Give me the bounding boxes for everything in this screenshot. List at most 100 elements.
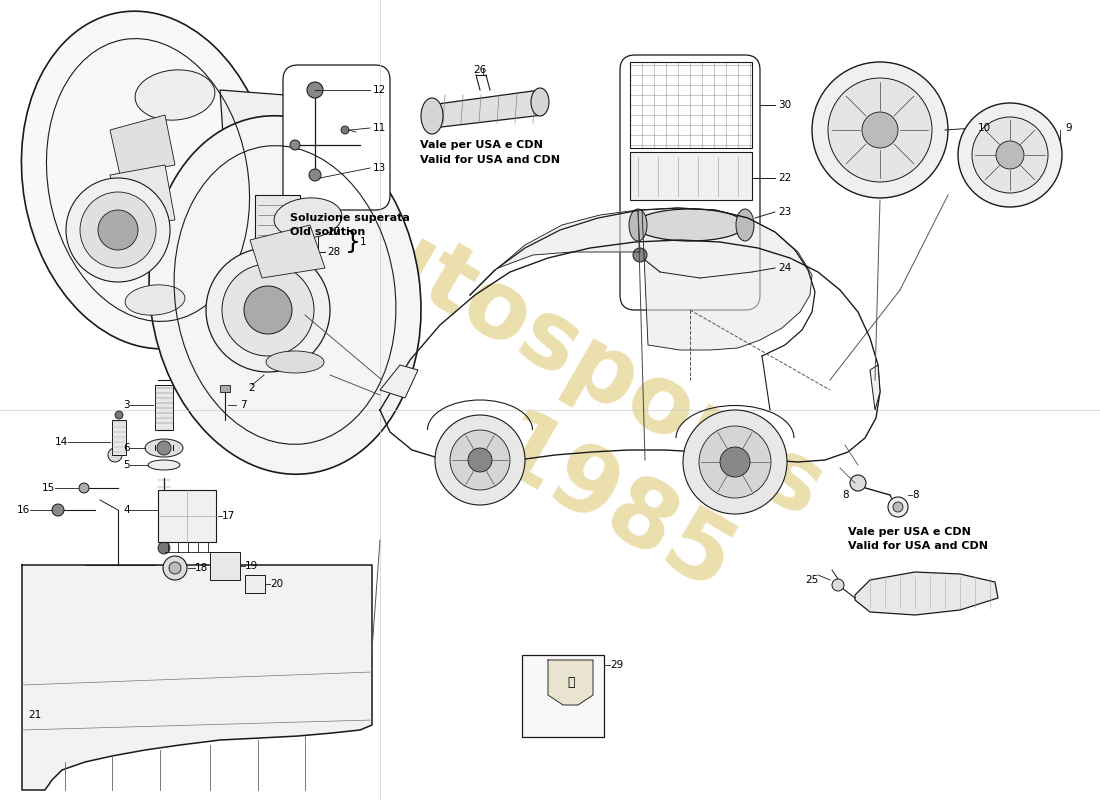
Bar xyxy=(210,552,240,580)
Text: 24: 24 xyxy=(778,263,791,273)
Text: 29: 29 xyxy=(610,660,624,670)
Ellipse shape xyxy=(148,116,421,474)
Text: 28: 28 xyxy=(327,247,340,257)
Polygon shape xyxy=(250,225,324,278)
Ellipse shape xyxy=(148,460,180,470)
Text: 12: 12 xyxy=(373,85,386,95)
Text: Vale per USA e CDN: Vale per USA e CDN xyxy=(848,527,971,537)
Text: 8: 8 xyxy=(842,490,848,500)
Text: 22: 22 xyxy=(778,173,791,183)
Bar xyxy=(158,490,216,542)
Circle shape xyxy=(108,448,122,462)
Text: 5: 5 xyxy=(123,460,130,470)
Text: 11: 11 xyxy=(373,123,386,133)
Text: 16: 16 xyxy=(16,505,30,515)
Text: 2: 2 xyxy=(248,383,254,393)
Text: 3: 3 xyxy=(123,400,130,410)
Circle shape xyxy=(98,210,138,250)
Circle shape xyxy=(812,62,948,198)
Text: 18: 18 xyxy=(195,563,208,573)
Circle shape xyxy=(116,411,123,419)
Text: 23: 23 xyxy=(778,207,791,217)
Ellipse shape xyxy=(21,11,275,349)
Bar xyxy=(245,575,265,593)
Text: Vale per USA e CDN: Vale per USA e CDN xyxy=(420,140,543,150)
Circle shape xyxy=(862,112,898,148)
Text: autosports
       1985: autosports 1985 xyxy=(240,170,839,630)
Text: 10: 10 xyxy=(978,123,991,133)
FancyBboxPatch shape xyxy=(283,65,390,210)
Ellipse shape xyxy=(531,88,549,116)
Circle shape xyxy=(163,556,187,580)
Text: Soluzione superata: Soluzione superata xyxy=(290,213,410,223)
Text: 6: 6 xyxy=(123,443,130,453)
Circle shape xyxy=(52,504,64,516)
Text: 30: 30 xyxy=(778,100,791,110)
Text: 1: 1 xyxy=(360,237,366,247)
Text: 4: 4 xyxy=(123,505,130,515)
Ellipse shape xyxy=(421,98,443,134)
Text: 🐎: 🐎 xyxy=(568,675,574,689)
Polygon shape xyxy=(642,208,812,350)
Text: 19: 19 xyxy=(245,561,258,571)
Ellipse shape xyxy=(736,209,754,241)
Circle shape xyxy=(244,286,292,334)
Text: 17: 17 xyxy=(222,511,235,521)
Circle shape xyxy=(893,502,903,512)
Ellipse shape xyxy=(635,209,745,241)
Text: 20: 20 xyxy=(270,579,283,589)
Circle shape xyxy=(434,415,525,505)
Text: 27: 27 xyxy=(327,227,340,237)
Bar xyxy=(630,152,752,200)
Circle shape xyxy=(66,178,170,282)
Polygon shape xyxy=(110,115,175,175)
Ellipse shape xyxy=(266,351,324,373)
Ellipse shape xyxy=(145,439,183,457)
Circle shape xyxy=(996,141,1024,169)
Text: 7: 7 xyxy=(240,400,246,410)
Circle shape xyxy=(450,430,510,490)
Bar xyxy=(522,655,604,737)
Polygon shape xyxy=(430,90,543,128)
Circle shape xyxy=(632,248,647,262)
Text: 8: 8 xyxy=(912,490,918,500)
Text: Valid for USA and CDN: Valid for USA and CDN xyxy=(420,155,560,165)
Circle shape xyxy=(850,475,866,491)
Ellipse shape xyxy=(125,285,185,315)
Polygon shape xyxy=(870,365,880,410)
Ellipse shape xyxy=(274,198,342,238)
Text: }: } xyxy=(345,230,361,254)
Polygon shape xyxy=(379,365,418,398)
Text: 15: 15 xyxy=(42,483,55,493)
Circle shape xyxy=(683,410,786,514)
Text: 26: 26 xyxy=(473,65,486,75)
Ellipse shape xyxy=(629,209,647,241)
Bar xyxy=(112,420,126,455)
Circle shape xyxy=(720,447,750,477)
Polygon shape xyxy=(220,90,300,315)
Text: 14: 14 xyxy=(55,437,68,447)
Circle shape xyxy=(468,448,492,472)
Circle shape xyxy=(80,192,156,268)
Circle shape xyxy=(290,140,300,150)
Circle shape xyxy=(828,78,932,182)
Polygon shape xyxy=(110,165,175,225)
Polygon shape xyxy=(22,565,372,790)
Bar xyxy=(220,385,230,392)
Circle shape xyxy=(79,483,89,493)
Circle shape xyxy=(832,579,844,591)
FancyBboxPatch shape xyxy=(620,55,760,310)
Text: 13: 13 xyxy=(373,163,386,173)
Text: 25: 25 xyxy=(805,575,818,585)
Circle shape xyxy=(157,441,170,455)
Bar xyxy=(630,62,752,148)
Circle shape xyxy=(158,542,170,554)
Polygon shape xyxy=(855,572,998,615)
Circle shape xyxy=(698,426,771,498)
Circle shape xyxy=(958,103,1062,207)
Text: 9: 9 xyxy=(1065,123,1071,133)
Circle shape xyxy=(307,82,323,98)
Text: 21: 21 xyxy=(28,710,42,720)
Polygon shape xyxy=(548,660,593,705)
Circle shape xyxy=(972,117,1048,193)
